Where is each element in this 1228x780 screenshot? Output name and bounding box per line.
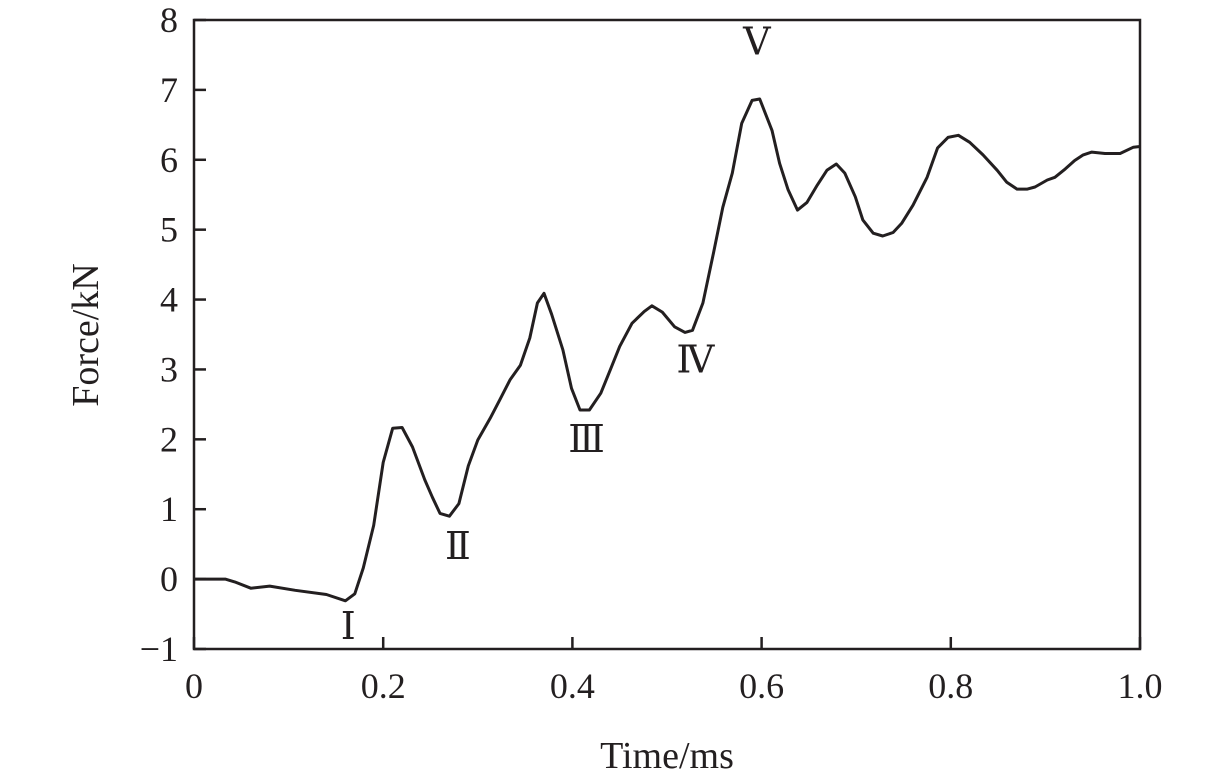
series-line [194,97,1141,603]
y-axis-label: Force/kN [65,263,107,407]
y-tick-label: 7 [160,70,178,110]
peak-annotation: Ⅰ [341,606,356,648]
peak-annotation: Ⅲ [568,419,605,461]
y-tick-label: 1 [160,489,178,529]
y-tick-label: 0 [160,559,178,599]
y-tick-label: 4 [160,280,178,320]
x-tick-label: 0.2 [361,666,406,706]
y-tick-label: 6 [160,140,178,180]
y-tick-label: 2 [160,419,178,459]
peak-annotation: Ⅴ [742,21,771,63]
x-axis-label: Time/ms [600,735,734,777]
peak-annotation: Ⅳ [676,339,715,381]
plot-frame [192,18,1142,651]
x-tick-label: 0.6 [739,666,784,706]
x-tick-label: 0 [185,666,203,706]
y-tick-label: −1 [140,629,178,669]
peak-annotation: Ⅱ [445,526,471,568]
y-tick-label: 5 [160,210,178,250]
x-tick-label: 1.0 [1118,666,1163,706]
x-tick-label: 0.8 [928,666,973,706]
y-tick-label: 8 [160,0,178,40]
x-tick-label: 0.4 [550,666,595,706]
y-tick-label: 3 [160,349,178,389]
